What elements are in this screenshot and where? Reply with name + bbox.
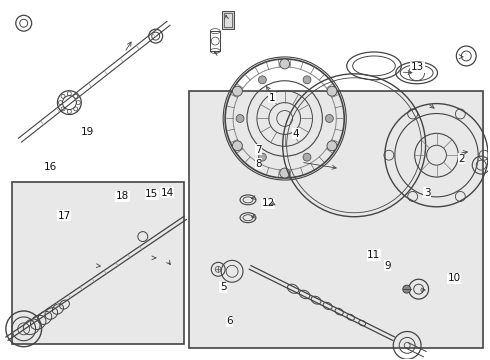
Text: 8: 8 bbox=[255, 159, 262, 169]
Circle shape bbox=[327, 141, 337, 151]
Circle shape bbox=[325, 114, 333, 122]
Circle shape bbox=[303, 76, 311, 84]
Text: 2: 2 bbox=[458, 154, 465, 163]
Bar bbox=[222, 11, 234, 29]
Text: 11: 11 bbox=[367, 250, 380, 260]
Circle shape bbox=[327, 86, 337, 96]
Text: 14: 14 bbox=[161, 188, 174, 198]
Text: 18: 18 bbox=[116, 191, 129, 201]
Text: 15: 15 bbox=[145, 189, 158, 199]
Circle shape bbox=[280, 168, 290, 178]
Bar bbox=[189, 91, 483, 348]
Bar bbox=[210, 31, 220, 51]
Circle shape bbox=[280, 59, 290, 69]
Text: 12: 12 bbox=[262, 198, 275, 208]
Circle shape bbox=[303, 153, 311, 161]
Circle shape bbox=[403, 285, 411, 293]
Circle shape bbox=[232, 141, 243, 151]
Text: 16: 16 bbox=[44, 162, 57, 172]
Bar bbox=[224, 13, 232, 27]
Text: 3: 3 bbox=[424, 188, 431, 198]
Text: 7: 7 bbox=[255, 145, 262, 155]
Text: 19: 19 bbox=[80, 127, 94, 137]
Text: 5: 5 bbox=[220, 282, 226, 292]
Text: 6: 6 bbox=[226, 316, 233, 326]
Bar bbox=[12, 182, 184, 344]
Text: 9: 9 bbox=[384, 261, 391, 271]
Circle shape bbox=[236, 114, 244, 122]
Text: 4: 4 bbox=[293, 129, 299, 139]
Text: 10: 10 bbox=[447, 273, 461, 283]
Circle shape bbox=[258, 76, 267, 84]
Text: 17: 17 bbox=[57, 211, 71, 221]
Circle shape bbox=[232, 86, 243, 96]
Text: 13: 13 bbox=[411, 63, 424, 72]
Circle shape bbox=[258, 153, 267, 161]
Text: 1: 1 bbox=[269, 93, 275, 103]
